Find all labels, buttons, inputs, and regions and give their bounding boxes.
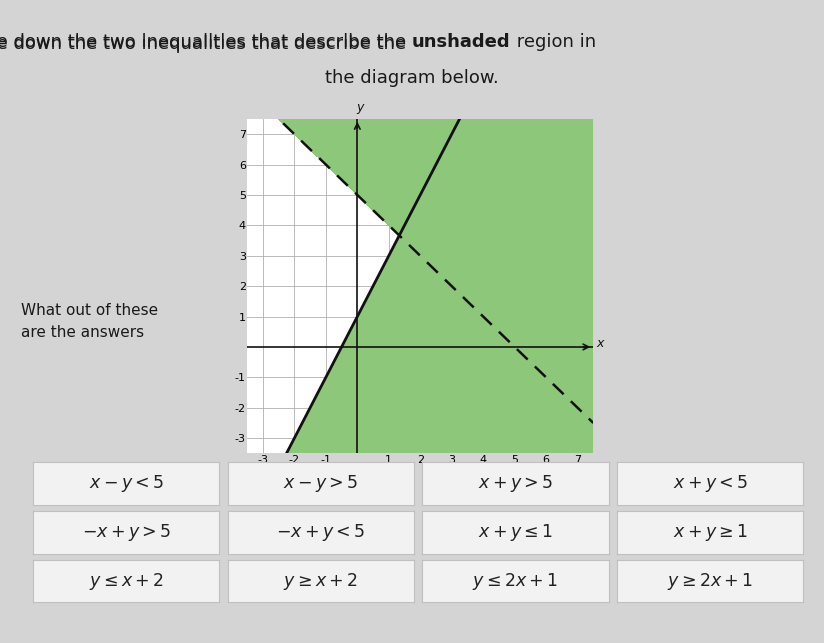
- Text: $x+y\geq 1$: $x+y\geq 1$: [672, 522, 747, 543]
- Text: $x+y<5$: $x+y<5$: [672, 473, 747, 494]
- Text: $y\geq 2x+1$: $y\geq 2x+1$: [667, 571, 753, 592]
- Text: $x$: $x$: [597, 337, 606, 350]
- Text: $-x+y<5$: $-x+y<5$: [276, 522, 366, 543]
- Text: Write down the two inequalities that describe the: Write down the two inequalities that des…: [0, 35, 412, 53]
- Text: Write down the two inequalities that describe the: Write down the two inequalities that des…: [0, 33, 412, 51]
- Text: $y\leq 2x+1$: $y\leq 2x+1$: [472, 571, 559, 592]
- Text: $x+y>5$: $x+y>5$: [478, 473, 553, 494]
- Text: region in: region in: [511, 33, 596, 51]
- Text: $-x+y>5$: $-x+y>5$: [82, 522, 171, 543]
- Text: $x+y\leq 1$: $x+y\leq 1$: [478, 522, 553, 543]
- Text: $y$: $y$: [356, 102, 366, 116]
- Text: unshaded: unshaded: [412, 33, 511, 51]
- Text: $x-y<5$: $x-y<5$: [89, 473, 164, 494]
- Text: $y\leq x+2$: $y\leq x+2$: [89, 571, 164, 592]
- Text: $x-y>5$: $x-y>5$: [283, 473, 358, 494]
- Text: the diagram below.: the diagram below.: [325, 69, 499, 87]
- Text: $y\geq x+2$: $y\geq x+2$: [283, 571, 358, 592]
- Text: What out of these
are the answers: What out of these are the answers: [21, 303, 157, 340]
